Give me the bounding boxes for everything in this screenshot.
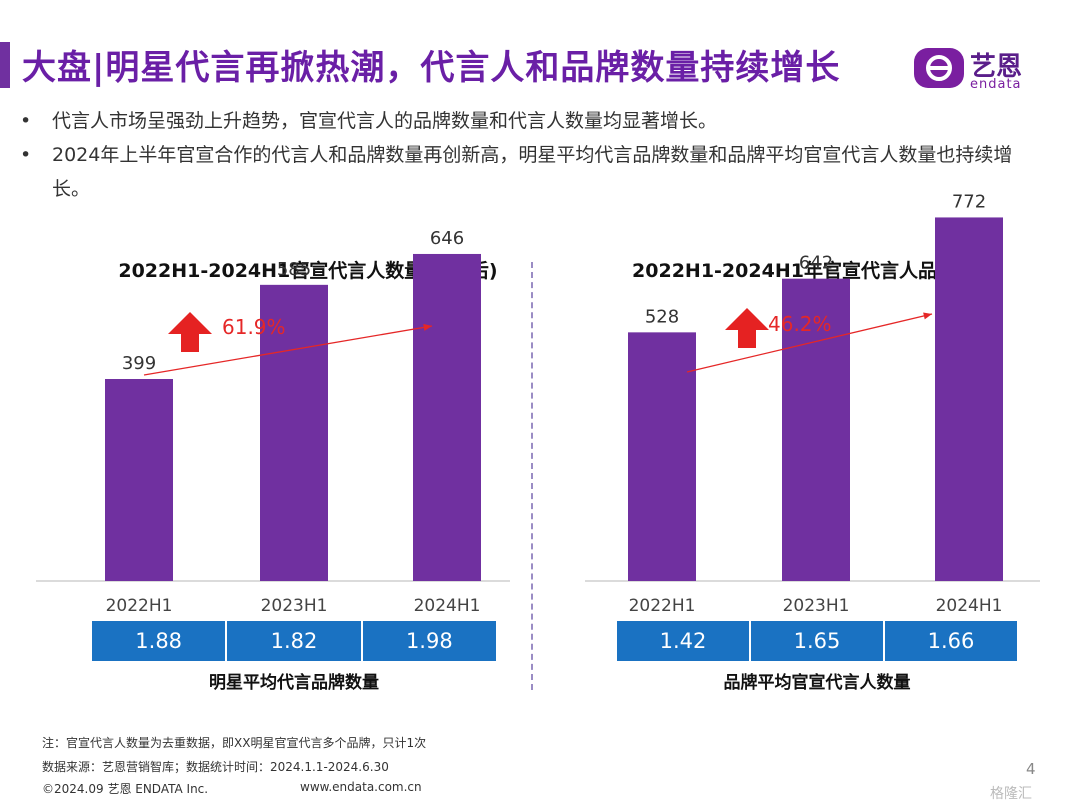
title-accent-bar	[0, 42, 10, 88]
trend-line	[686, 313, 933, 373]
growth-rate-label: 61.9%	[222, 315, 286, 339]
x-tick-label: 2024H1	[936, 596, 1003, 616]
data-label: 399	[122, 353, 156, 374]
growth-up-arrow-icon	[168, 312, 212, 352]
watermark: 格隆汇	[990, 786, 1032, 802]
bar	[628, 332, 696, 581]
bar	[260, 284, 328, 581]
x-tick-label: 2022H1	[106, 596, 173, 616]
trend-arrowhead	[923, 312, 932, 320]
bar	[935, 217, 1003, 581]
chart-title: 2022H1-2024H1官宣代言人数量(去重后)	[118, 259, 497, 282]
chart-spokesperson-count: 2022H1-2024H1官宣代言人数量(去重后) 399 2022H1 585 202…	[36, 228, 510, 616]
chart-divider	[531, 262, 533, 690]
data-label: 642	[799, 253, 833, 274]
summary-bullets: 代言人市场呈强劲上升趋势，官宣代言人的品牌数量和代言人数量均显著增长。 2024…	[20, 104, 1020, 206]
page-number: 4	[1026, 760, 1036, 778]
endata-logo-icon	[914, 48, 964, 88]
data-label: 528	[645, 306, 679, 327]
bullet-item: 代言人市场呈强劲上升趋势，官宣代言人的品牌数量和代言人数量均显著增长。	[20, 104, 1020, 138]
footnote: 注：官宣代言人数量为去重数据，即XX明星官宣代言多个品牌，只计1次	[42, 736, 427, 750]
x-tick-label: 2024H1	[414, 596, 481, 616]
bar	[413, 253, 481, 581]
logo-name-en: endata	[970, 77, 1022, 92]
ratio-cell: 1.82	[227, 621, 363, 661]
x-tick-label: 2022H1	[629, 596, 696, 616]
data-label: 585	[277, 259, 311, 280]
chart-brand-count: 2022H1-2024H1年官宣代言人品牌数量 528 2022H1 642 2023H…	[585, 191, 1040, 616]
bar	[105, 379, 173, 581]
ratio-cell: 1.88	[92, 621, 228, 661]
copyright: ©2024.09 艺恩 ENDATA Inc.	[42, 782, 209, 796]
ratio-cell: 1.65	[751, 621, 885, 661]
website-url: www.endata.com.cn	[300, 780, 422, 794]
growth-up-arrow-icon	[725, 308, 769, 348]
data-label: 646	[430, 228, 464, 249]
endata-logo: 艺恩 endata	[914, 44, 1044, 96]
x-tick-label: 2023H1	[783, 596, 850, 616]
bullet-item: 2024年上半年官宣合作的代言人和品牌数量再创新高，明星平均代言品牌数量和品牌平…	[20, 138, 1020, 206]
ratio-cell: 1.66	[885, 621, 1017, 661]
ratio-label-spokesperson: 明星平均代言品牌数量	[209, 673, 379, 693]
bar	[782, 278, 850, 581]
ratio-cell: 1.98	[362, 621, 496, 661]
ratio-label-brand: 品牌平均官宣代言人数量	[723, 673, 911, 693]
page-title: 大盘|明星代言再掀热潮，代言人和品牌数量持续增长	[22, 48, 841, 88]
trend-line	[143, 325, 433, 376]
data-source: 数据来源：艺恩营销智库；数据统计时间：2024.1.1-2024.6.30	[42, 760, 389, 774]
ratio-row-brand: 1.42 1.65 1.66	[617, 621, 1017, 661]
chart-title: 2022H1-2024H1年官宣代言人品牌数量	[632, 259, 994, 282]
trend-arrowhead	[423, 323, 432, 331]
growth-rate-label: 46.2%	[768, 312, 832, 336]
data-label: 772	[952, 191, 986, 212]
logo-name-cn: 艺恩	[970, 52, 1023, 82]
x-tick-label: 2023H1	[261, 596, 328, 616]
ratio-cell: 1.42	[617, 621, 751, 661]
ratio-row-spokesperson: 1.88 1.82 1.98	[92, 621, 496, 661]
